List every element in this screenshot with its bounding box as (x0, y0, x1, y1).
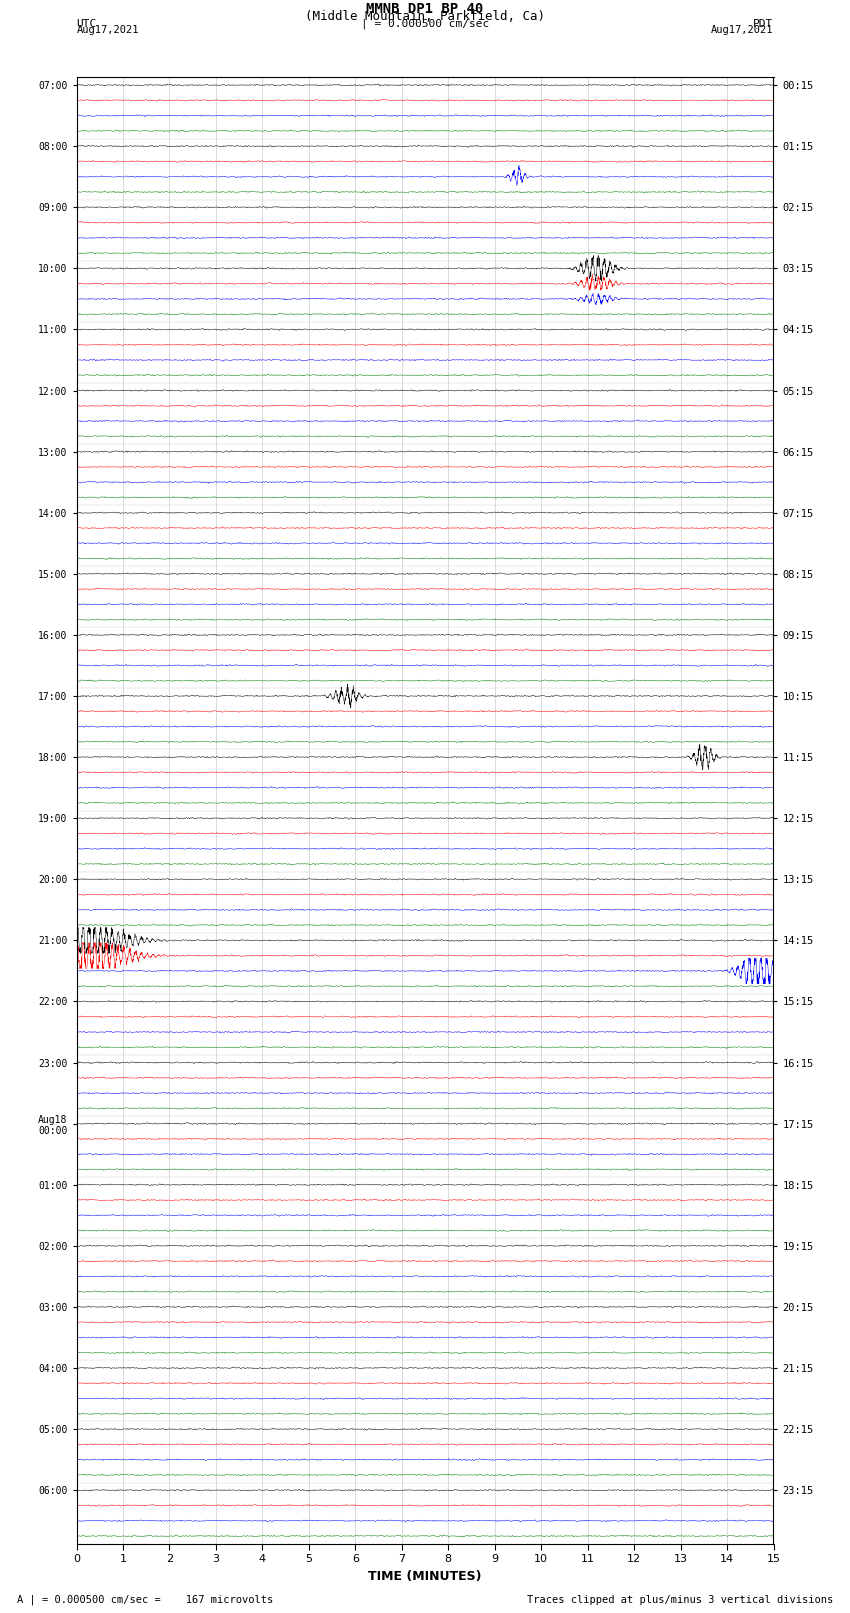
Text: UTC: UTC (76, 18, 97, 29)
Text: PDT: PDT (753, 18, 774, 29)
Text: (Middle Mountain, Parkfield, Ca): (Middle Mountain, Parkfield, Ca) (305, 11, 545, 24)
Text: MMNB DP1 BP 40: MMNB DP1 BP 40 (366, 3, 484, 16)
X-axis label: TIME (MINUTES): TIME (MINUTES) (368, 1569, 482, 1582)
Text: A | = 0.000500 cm/sec =    167 microvolts: A | = 0.000500 cm/sec = 167 microvolts (17, 1594, 273, 1605)
Text: Aug17,2021: Aug17,2021 (76, 24, 139, 35)
Text: Traces clipped at plus/minus 3 vertical divisions: Traces clipped at plus/minus 3 vertical … (527, 1595, 833, 1605)
Text: | = 0.000500 cm/sec: | = 0.000500 cm/sec (361, 18, 489, 29)
Text: Aug17,2021: Aug17,2021 (711, 24, 774, 35)
